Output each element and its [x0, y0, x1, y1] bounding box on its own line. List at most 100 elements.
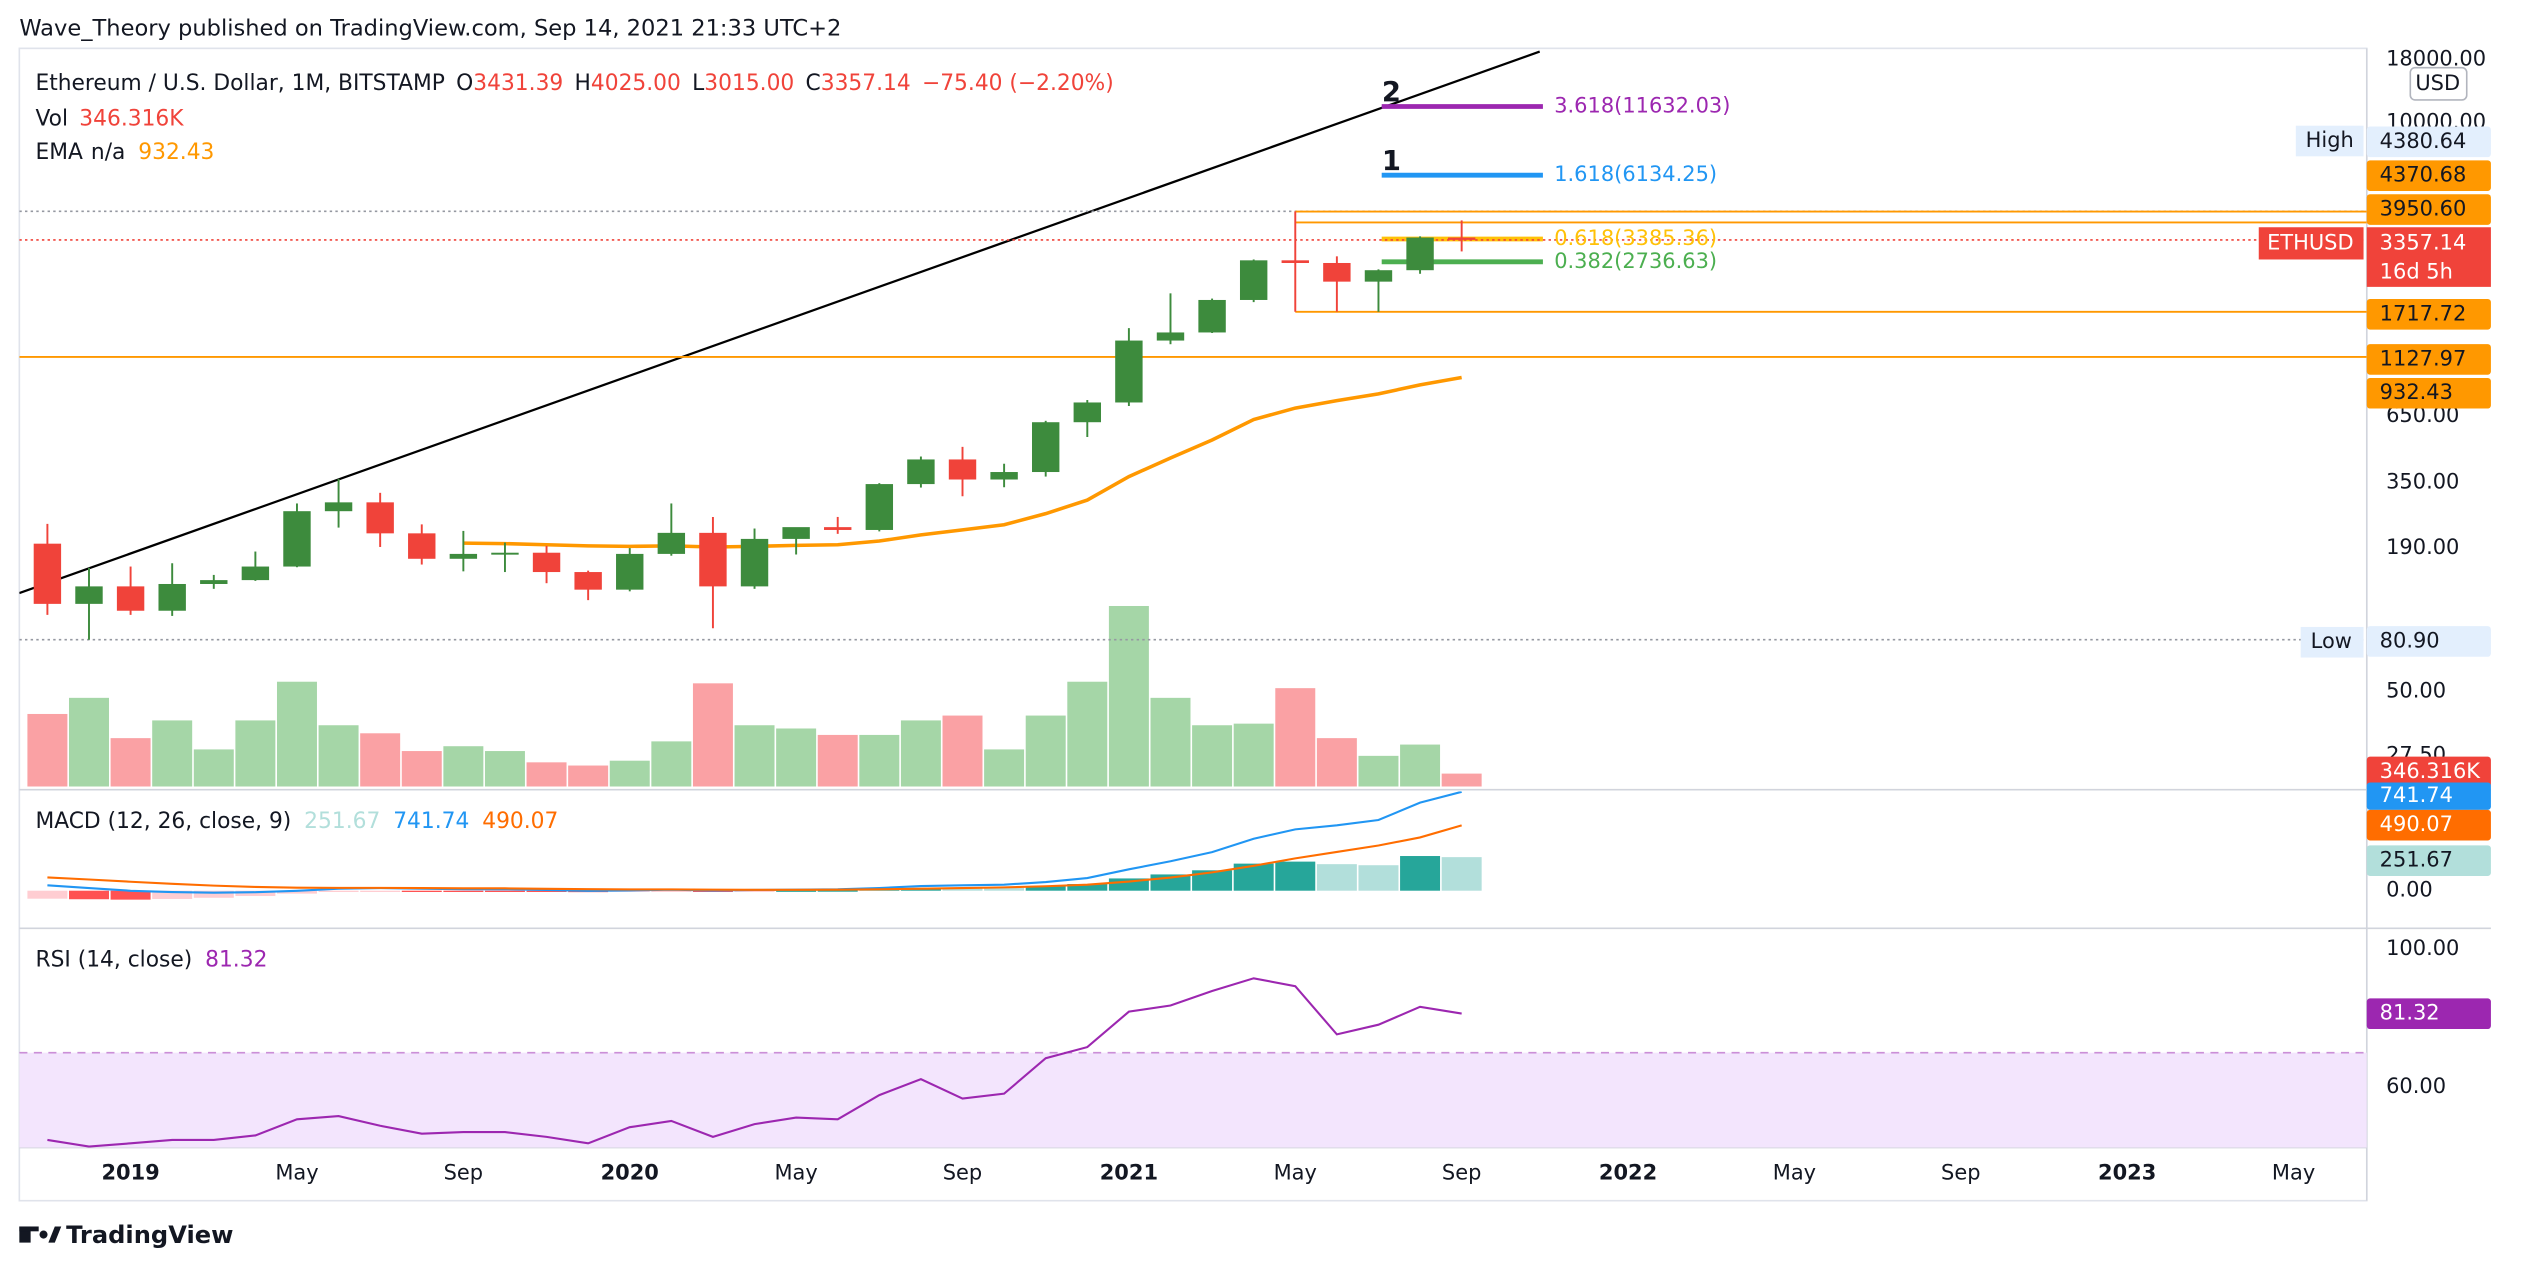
volume-bar [193, 749, 234, 787]
y-tick-label: 190.00 [2386, 535, 2459, 559]
overlay: 18000.0010000.00650.00350.00190.0050.002… [35, 47, 2491, 1184]
low-value: 80.90 [2380, 628, 2440, 652]
rsi-badge-bg [2366, 998, 2491, 1030]
currency: USD [2415, 71, 2460, 95]
volume-bar [651, 741, 692, 787]
legend: Vol 346.316K [35, 106, 184, 131]
fib-label: 0.618(3385.36) [1554, 226, 1717, 250]
volume-bar [734, 725, 775, 787]
x-tick-label: May [2272, 1160, 2315, 1184]
volume-bar [152, 720, 193, 787]
histogram-badge-bg [2366, 845, 2491, 876]
level-badge-bg [2366, 344, 2491, 375]
volume-bar [859, 734, 900, 787]
candle-body [75, 586, 103, 604]
macd-histogram-bar [1400, 856, 1441, 891]
candle-body [408, 533, 436, 559]
macd-badge: 741.74 [2380, 783, 2453, 807]
ema-badge-bg [2366, 377, 2491, 409]
legend-item: Vol [35, 106, 68, 131]
candle-body [907, 459, 935, 485]
candle-body [574, 572, 602, 590]
macd-histogram-bar [276, 890, 317, 894]
x-tick-label: 2021 [1100, 1160, 1158, 1184]
volume-bar [1108, 605, 1149, 787]
volume-bar [942, 715, 983, 787]
wave-label: 1 [1382, 146, 1401, 177]
countdown: 16d 5h [2380, 259, 2453, 283]
legend-item: 4025.00 [591, 71, 681, 96]
legend-item: 3015.00 [704, 71, 794, 96]
legend-item: 741.74 [393, 809, 469, 834]
level-badge-bg [2366, 160, 2491, 191]
legend-item: MACD (12, 26, close, 9) [35, 809, 291, 834]
x-tick-label: 2023 [2098, 1160, 2156, 1184]
footer-brand: TradingView [66, 1221, 233, 1249]
candle-body [865, 484, 894, 530]
macd-histogram-bar [817, 890, 858, 892]
candle-body [1364, 270, 1393, 282]
main-pane [19, 50, 2367, 787]
y-tick-label: 650.00 [2386, 403, 2459, 427]
candle-body [532, 552, 561, 573]
macd-histogram-bar [110, 890, 151, 900]
volume-bar [443, 746, 484, 787]
legend-item: O [456, 71, 473, 96]
macd-histogram-bar [1441, 857, 1482, 891]
legend-item: 251.67 [304, 809, 380, 834]
x-tick-label: May [1773, 1160, 1816, 1184]
fib-label: 1.618(6134.25) [1554, 162, 1717, 186]
volume-bar [1233, 723, 1274, 787]
rsi-badge: 81.32 [2380, 1001, 2440, 1025]
candle-body [616, 553, 644, 590]
ema-badge: 932.43 [2380, 380, 2453, 404]
legend-item: RSI (14, close) [35, 948, 192, 973]
candle-body [200, 580, 228, 584]
volume-bar [69, 697, 109, 787]
high-tag: High [2306, 128, 2354, 152]
high-value-bg [2366, 126, 2491, 158]
footer-logo [19, 1226, 62, 1243]
macd-histogram-bar [1358, 865, 1399, 891]
x-tick-label: 2022 [1599, 1160, 1657, 1184]
candle-body [1115, 340, 1143, 403]
volume-bar [692, 683, 733, 787]
volume-bar [609, 760, 650, 787]
level-badge: 4370.68 [2380, 163, 2467, 187]
volume-badge-bg [2366, 756, 2491, 788]
candle-body [740, 538, 769, 587]
y-tick-label: 0.00 [2386, 878, 2433, 902]
macd-histogram-bar [484, 890, 525, 892]
volume-badge: 346.316K [2380, 759, 2482, 783]
volume-bar [235, 720, 276, 787]
macd-histogram-bar [1192, 870, 1233, 891]
macd-histogram-bar [318, 890, 359, 892]
volume-bar [526, 762, 567, 787]
candle-body [699, 532, 727, 587]
legend-item: 490.07 [482, 809, 558, 834]
candle-body [1406, 237, 1434, 271]
wave-label: 2 [1382, 77, 1401, 108]
volume-bar [110, 738, 151, 787]
legend-item: 3431.39 [473, 71, 563, 96]
high-tag-bg [2295, 125, 2364, 157]
candle-body [158, 583, 186, 611]
legend-item: Ethereum / U.S. Dollar, 1M, BITSTAMP [35, 71, 444, 96]
volume-bar [318, 725, 359, 787]
volume-bar [984, 749, 1025, 787]
header: Wave_Theory published on TradingView.com… [19, 16, 841, 42]
low-tag: Low [2311, 629, 2352, 653]
volume-bar [817, 734, 858, 787]
x-tick-label: Sep [1941, 1160, 1980, 1184]
macd-histogram-bar [69, 890, 109, 900]
volume-bar [1316, 738, 1357, 787]
volume-bar [776, 728, 817, 787]
y-tick-label: 18000.00 [2386, 47, 2486, 71]
candle-body [1031, 422, 1060, 473]
legend-item: EMA [35, 140, 83, 165]
candle-body [324, 502, 353, 512]
candle-body [1281, 260, 1309, 263]
currency-box [2409, 66, 2468, 101]
macd-histogram-bar [651, 890, 692, 892]
